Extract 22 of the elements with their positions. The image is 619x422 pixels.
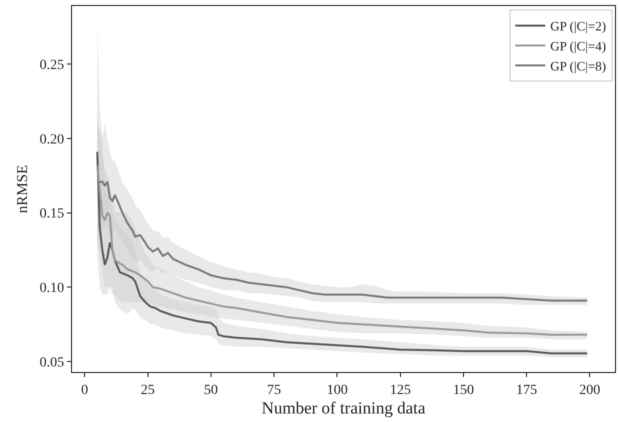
legend-label: GP (|C|=4) [550, 38, 606, 54]
x-tick-label: 175 [516, 382, 538, 398]
legend-label: GP (|C|=8) [550, 58, 606, 74]
x-tick-label: 25 [140, 382, 155, 398]
y-tick-label: 0.20 [40, 132, 64, 148]
x-tick-label: 200 [579, 382, 600, 398]
legend-label: GP (|C|=2) [550, 18, 606, 34]
x-tick-label: 0 [81, 382, 88, 398]
x-tick-label: 50 [204, 382, 218, 398]
y-tick-label: 0.25 [40, 58, 64, 73]
x-axis-title: Number of training data [262, 398, 426, 418]
y-tick-label: 0.05 [40, 355, 64, 370]
line-series [96, 164, 588, 336]
y-tick-label: 0.15 [40, 206, 64, 222]
x-tick-label: 150 [452, 382, 474, 398]
line-series [96, 150, 588, 354]
y-tick-label: 0.10 [40, 281, 64, 296]
x-tick-label: 75 [267, 382, 282, 398]
x-tick-label: 125 [390, 382, 411, 398]
x-tick-label: 100 [326, 382, 348, 398]
line-series [96, 180, 588, 302]
y-axis-title: nRMSE [14, 164, 31, 214]
